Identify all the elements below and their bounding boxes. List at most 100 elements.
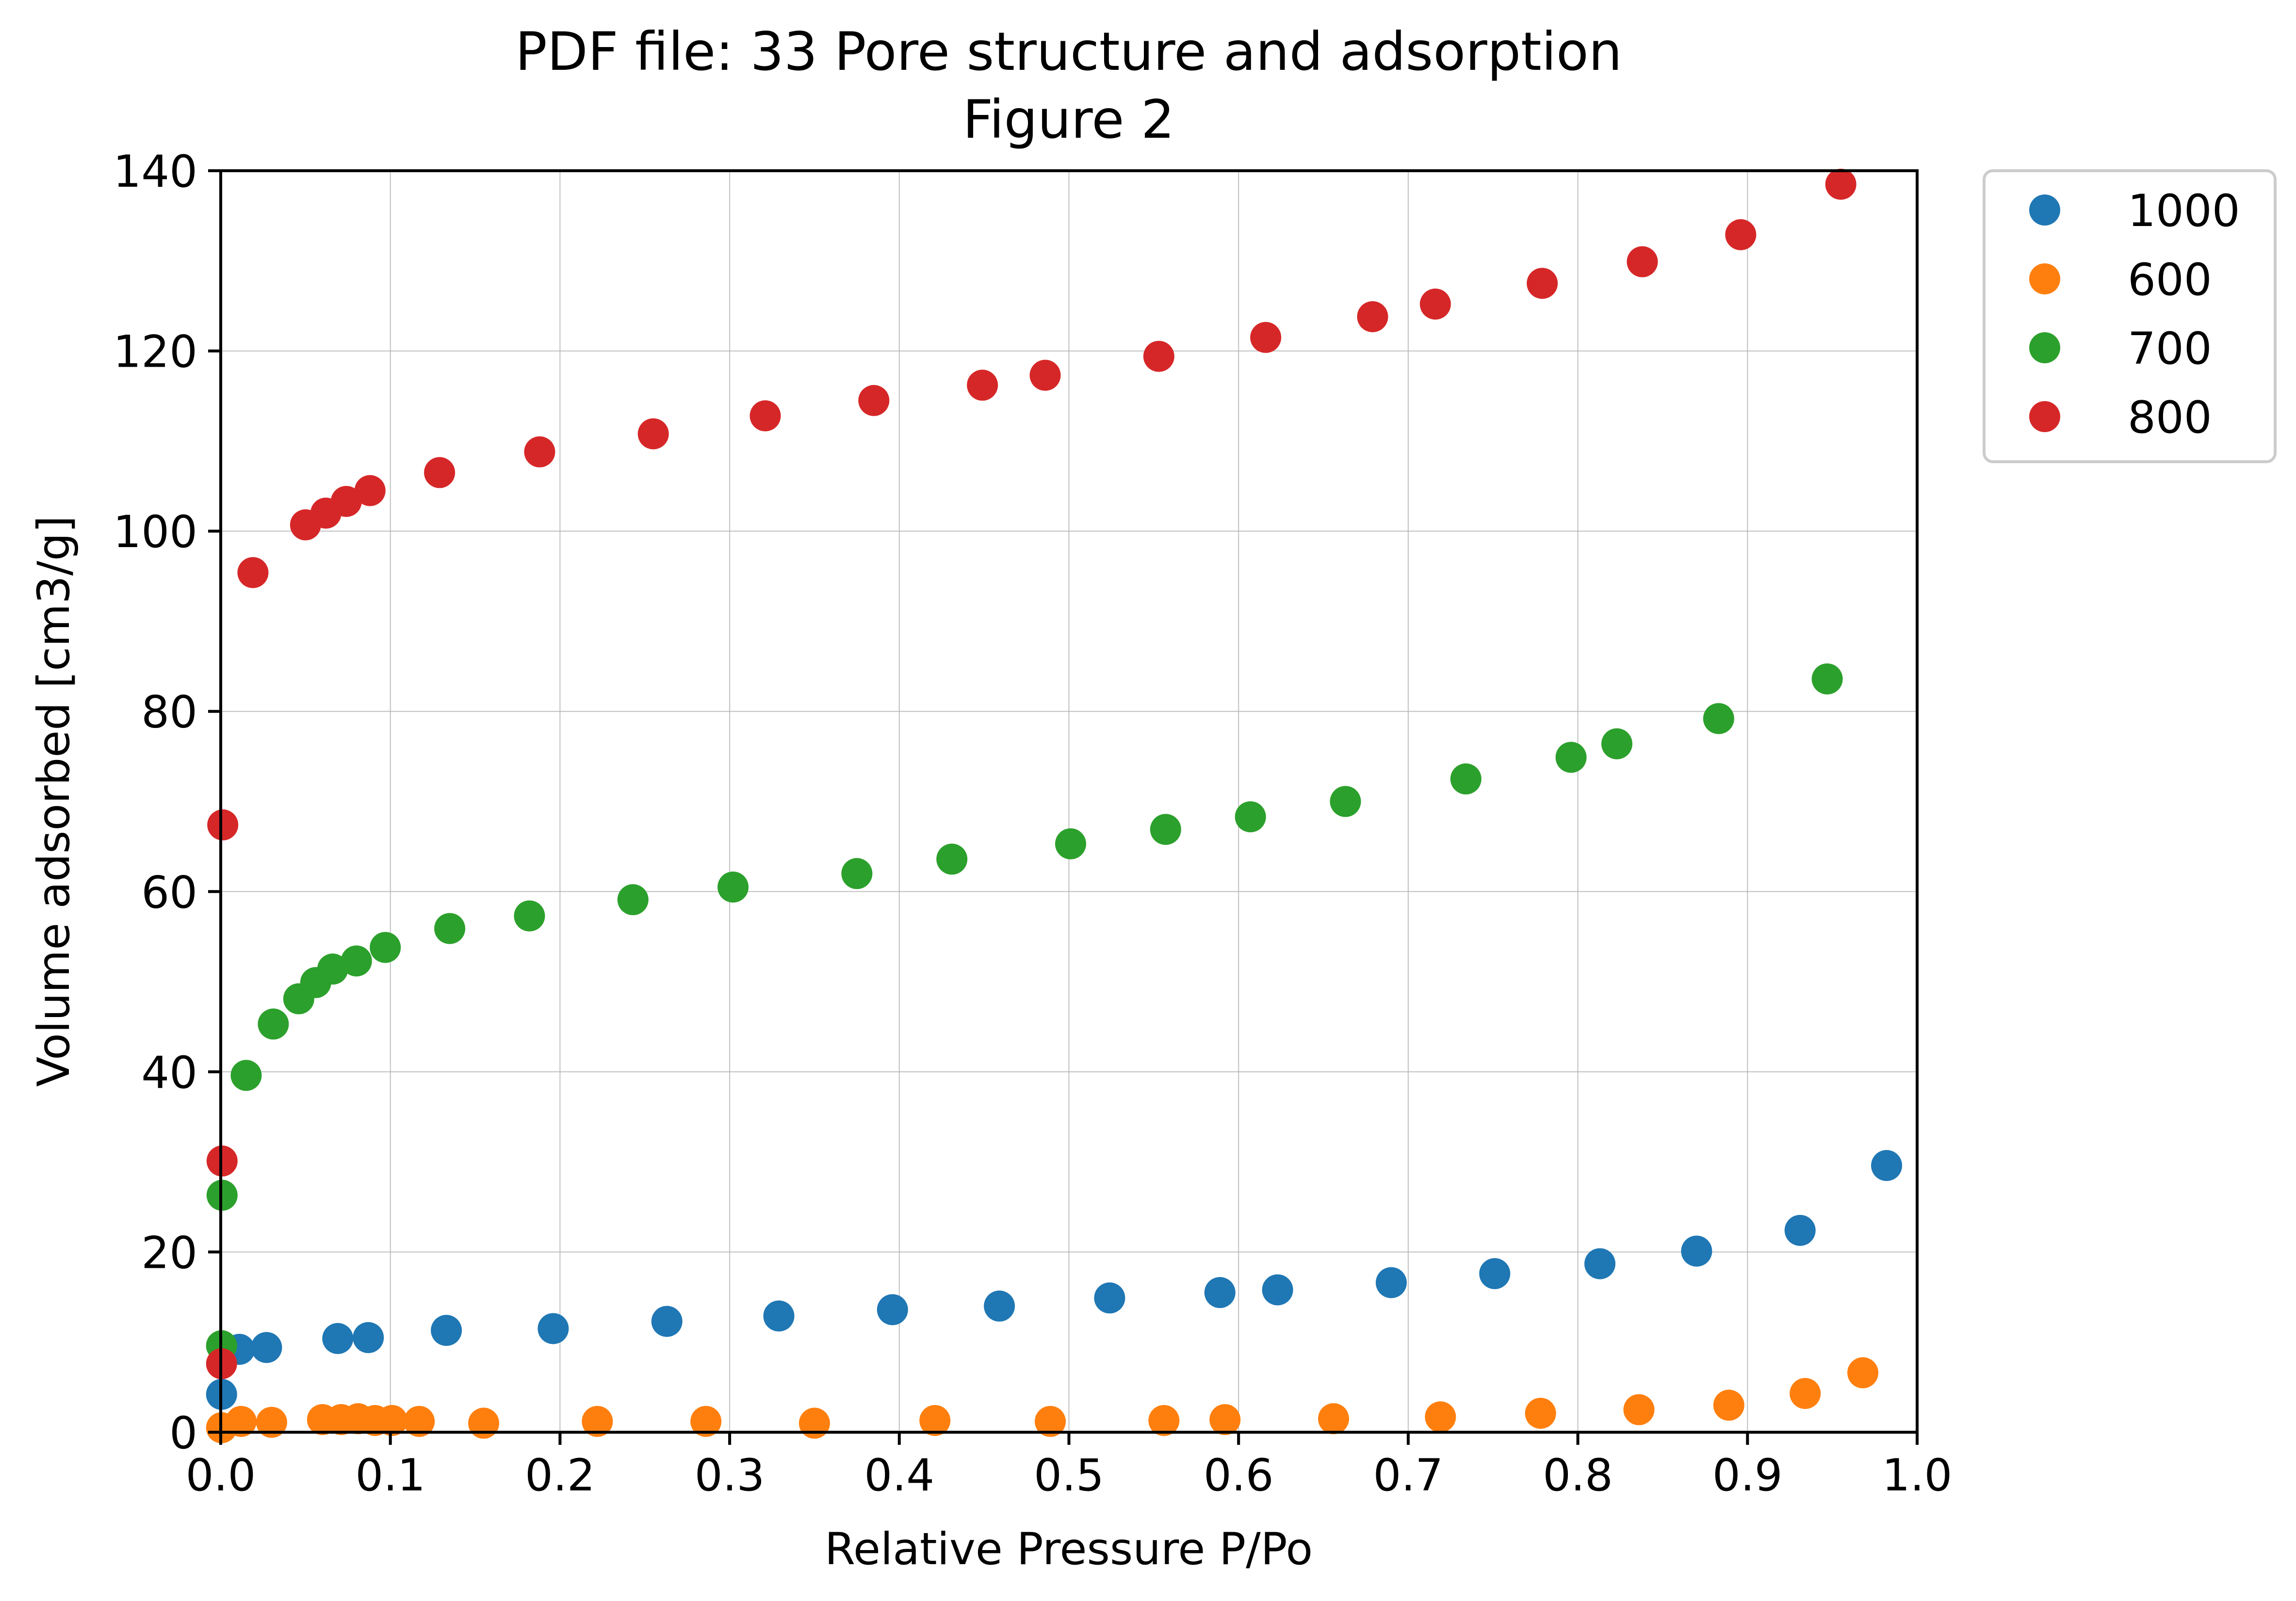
data-point: [984, 1290, 1015, 1322]
x-tick-label: 0.6: [1204, 1450, 1274, 1501]
data-point: [434, 913, 466, 944]
data-point: [690, 1406, 722, 1437]
data-point: [967, 370, 998, 401]
y-tick-label: 20: [141, 1228, 197, 1278]
data-point: [524, 436, 555, 468]
y-tick-label: 120: [113, 327, 197, 378]
x-tick-label: 0.8: [1543, 1450, 1613, 1501]
chart-title: PDF file: 33 Pore structure and adsorpti…: [515, 21, 1622, 82]
data-point: [1703, 703, 1734, 734]
data-point: [1790, 1378, 1821, 1409]
legend-marker: [2029, 401, 2060, 432]
data-point: [1262, 1274, 1293, 1306]
data-point: [1235, 801, 1266, 833]
data-point: [514, 900, 545, 932]
data-point: [1204, 1277, 1236, 1309]
data-point: [1150, 814, 1181, 845]
data-point: [1094, 1282, 1125, 1314]
x-tick-label: 0.4: [864, 1450, 934, 1501]
data-point: [1209, 1404, 1241, 1435]
data-point: [1029, 359, 1061, 391]
data-point: [1143, 340, 1174, 372]
data-point: [858, 385, 890, 416]
data-point: [798, 1407, 830, 1439]
legend-item: 700: [2029, 323, 2212, 374]
data-point: [1035, 1406, 1066, 1437]
data-point: [1148, 1405, 1180, 1436]
data-point: [376, 1405, 408, 1436]
chart-subtitle: Figure 2: [963, 89, 1175, 150]
data-point: [251, 1332, 282, 1363]
data-point: [230, 1060, 262, 1091]
data-point: [354, 475, 386, 506]
y-tick-label: 80: [141, 687, 197, 738]
data-point: [1375, 1267, 1407, 1298]
data-point: [1811, 663, 1843, 695]
x-tick-label: 0.7: [1373, 1450, 1444, 1501]
data-point: [1847, 1357, 1879, 1389]
legend-marker: [2029, 263, 2060, 294]
data-point: [936, 843, 968, 875]
data-point: [617, 884, 649, 916]
data-point: [651, 1306, 683, 1337]
data-point: [1450, 763, 1482, 795]
data-point: [1419, 288, 1451, 320]
legend-marker: [2029, 194, 2060, 226]
data-point: [330, 485, 362, 517]
data-point: [353, 1322, 384, 1353]
data-point: [431, 1315, 462, 1346]
legend-frame: [1983, 169, 2277, 463]
data-point: [207, 809, 239, 841]
x-tick-label: 0.0: [186, 1450, 256, 1501]
data-point: [1555, 742, 1587, 773]
data-point: [468, 1407, 500, 1439]
data-point: [317, 954, 348, 985]
legend-label: 800: [2128, 392, 2212, 443]
data-point: [1479, 1258, 1511, 1290]
legend-item: 1000: [2029, 186, 2240, 237]
y-axis-label: Volume adsorbed [cm3/g]: [29, 516, 80, 1087]
data-point: [1584, 1248, 1616, 1279]
y-tick-label: 40: [141, 1048, 197, 1099]
x-tick-label: 0.1: [355, 1450, 425, 1501]
data-point: [877, 1294, 908, 1326]
data-point: [1725, 219, 1757, 250]
legend-marker: [2029, 332, 2060, 363]
data-point: [322, 1323, 354, 1354]
data-point: [763, 1300, 795, 1332]
legend-label: 1000: [2128, 186, 2240, 237]
data-point: [1871, 1150, 1903, 1181]
data-point: [637, 418, 669, 450]
data-point: [1713, 1390, 1744, 1421]
data-point: [1527, 268, 1558, 299]
data-point: [1623, 1394, 1655, 1425]
x-axis-label: Relative Pressure P/Po: [825, 1524, 1313, 1575]
x-tick-label: 1.0: [1882, 1450, 1953, 1501]
data-point: [1601, 728, 1633, 760]
data-point: [841, 858, 873, 889]
series-1000: [206, 1150, 1903, 1410]
legend: 1000 600 700 800: [1983, 169, 2277, 463]
x-tick-label: 0.3: [695, 1450, 765, 1501]
data-point: [424, 457, 456, 488]
data-point: [258, 1008, 289, 1040]
x-tick-label: 0.5: [1034, 1450, 1104, 1501]
legend-item: 600: [2029, 255, 2212, 306]
data-point: [749, 400, 781, 432]
data-point: [1357, 301, 1388, 332]
y-tick-label: 0: [169, 1408, 197, 1459]
data-point: [537, 1313, 569, 1344]
data-point: [341, 945, 372, 977]
data-point: [1425, 1401, 1456, 1433]
data-point: [717, 871, 749, 903]
legend-label: 700: [2128, 323, 2212, 374]
legend-item: 800: [2029, 392, 2212, 443]
data-point: [237, 557, 269, 588]
data-point: [225, 1406, 257, 1437]
y-tick-label: 100: [113, 507, 197, 558]
data-point: [919, 1405, 951, 1436]
series-700: [206, 663, 1843, 1361]
data-point: [1627, 246, 1658, 277]
data-point: [1318, 1403, 1350, 1435]
